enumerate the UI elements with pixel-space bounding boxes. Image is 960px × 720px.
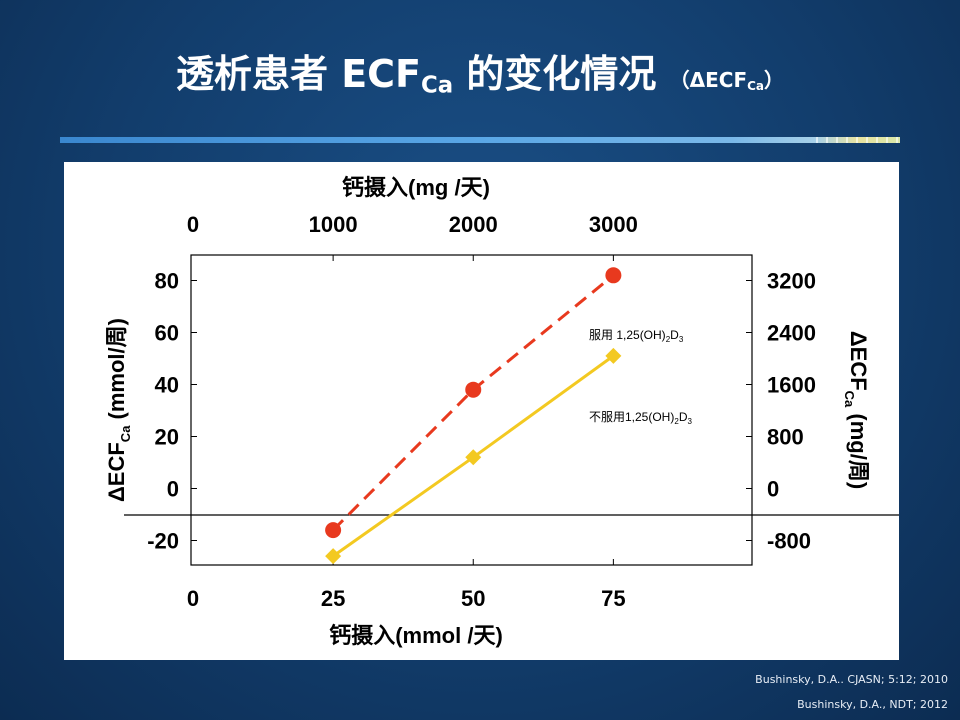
- slide-title: 透析患者 ECFCa 的变化情况 （ΔECFCa）: [175, 52, 785, 99]
- series-point-2: [325, 548, 342, 565]
- divider-accent: [816, 137, 900, 143]
- y-right-tick-label: 0: [767, 477, 779, 502]
- chart-panel: 钙摄入(mg /天) 钙摄入(mmol /天) ΔECFCa (mmol/周) …: [64, 162, 899, 660]
- y-right-tick-label: 2400: [767, 321, 816, 346]
- chart: 钙摄入(mg /天) 钙摄入(mmol /天) ΔECFCa (mmol/周) …: [104, 175, 899, 648]
- x2-tick-label: 1000: [309, 212, 358, 237]
- x-tick-label: 75: [601, 586, 625, 611]
- tick-layer: 0 25 50 75 0 1000 2000 3000 80 60 40 20 0 -20 3200 2400…: [147, 212, 816, 611]
- citation-2012: Bushinsky, D.A., NDT; 2012: [797, 698, 948, 711]
- y-left-tick-label: 60: [155, 321, 179, 346]
- series-layer: [325, 267, 622, 565]
- series-point-1: [605, 267, 622, 284]
- series-line-1: [332, 274, 615, 532]
- series-point-2: [465, 449, 482, 466]
- plot-frame: [190, 254, 753, 566]
- legend-vitd: 服用 1,25(OH)2D3: [589, 328, 684, 344]
- series-point-2: [605, 347, 622, 364]
- y-right-tick-label: 1600: [767, 373, 816, 398]
- y-right-tick-label: -800: [767, 529, 811, 554]
- x-tick-label: 50: [461, 586, 485, 611]
- x-axis-title: 钙摄入(mmol /天): [329, 623, 503, 648]
- y-left-tick-label: 0: [167, 477, 179, 502]
- y-right-axis-title: ΔECFCa (mg/周): [842, 331, 871, 489]
- y-right-tick-label: 800: [767, 425, 804, 450]
- citation-2010: Bushinsky, D.A.. CJASN; 5:12; 2010: [755, 673, 948, 686]
- y-right-tick-label: 3200: [767, 269, 816, 294]
- x-tick-label: 25: [321, 586, 345, 611]
- series-point-1: [465, 381, 482, 398]
- x2-tick-label: 2000: [449, 212, 498, 237]
- y-left-axis-title: ΔECFCa (mmol/周): [104, 318, 133, 502]
- x-tick-label: 0: [187, 586, 199, 611]
- y-left-tick-label: 40: [155, 373, 179, 398]
- x2-tick-label: 0: [187, 212, 199, 237]
- title-divider: [60, 137, 900, 143]
- series-point-1: [325, 522, 342, 539]
- x2-axis-title: 钙摄入(mg /天): [342, 175, 490, 200]
- y-left-tick-label: -20: [147, 529, 179, 554]
- y-left-tick-label: 80: [155, 269, 179, 294]
- x2-tick-label: 3000: [589, 212, 638, 237]
- legend-no-vitd: 不服用1,25(OH)2D3: [589, 410, 692, 426]
- y-left-tick-label: 20: [155, 425, 179, 450]
